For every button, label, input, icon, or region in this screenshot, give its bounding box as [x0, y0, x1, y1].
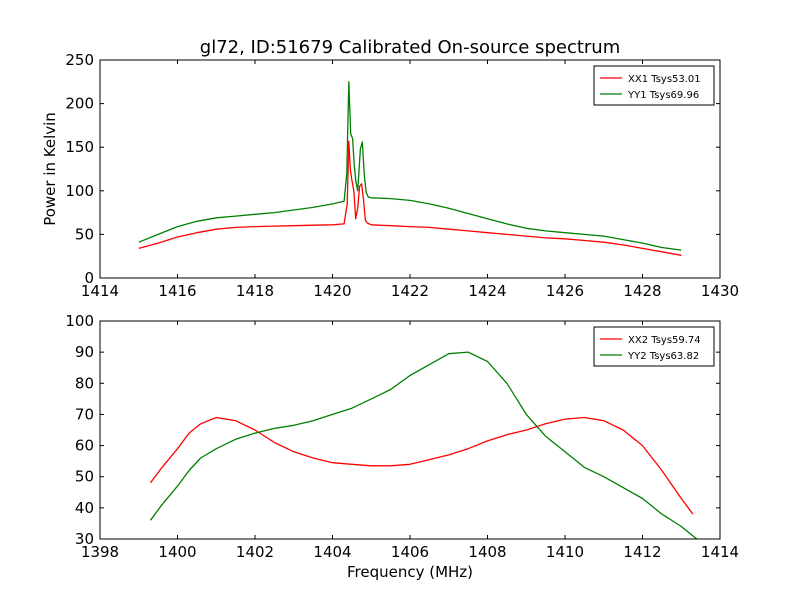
series-line-1-xx [138, 140, 682, 256]
x-tick-label: 1398 [81, 543, 119, 561]
y-tick-label: 70 [75, 405, 94, 423]
series-line-2-yy [149, 351, 698, 539]
x-tick-label: 1424 [468, 282, 506, 300]
y-tick-label: 0 [84, 269, 94, 287]
y-tick-label: 50 [75, 225, 94, 243]
legend-entry: XX1 Tsys53.01 [628, 74, 701, 85]
x-tick-label: 1420 [313, 282, 351, 300]
y-tick-label: 250 [65, 51, 94, 69]
x-tick-label: 1414 [701, 543, 739, 561]
x-tick-label: 1412 [623, 543, 661, 561]
x-tick-label: 1416 [158, 282, 196, 300]
y-tick-label: 60 [75, 437, 94, 455]
y-tick-label: 150 [65, 138, 94, 156]
x-tick-label: 1408 [468, 543, 506, 561]
y-tick-label: 100 [65, 312, 94, 330]
y-tick-label: 100 [65, 182, 94, 200]
y-tick-label: 90 [75, 343, 94, 361]
x-tick-label: 1404 [313, 543, 351, 561]
y-tick-label: 30 [75, 530, 94, 548]
y-tick-label: 80 [75, 374, 94, 392]
x-tick-label: 1414 [81, 282, 119, 300]
y-tick-label: 200 [65, 95, 94, 113]
x-tick-label: 1406 [391, 543, 429, 561]
x-tick-label: 1410 [546, 543, 584, 561]
x-axis-label: Frequency (MHz) [347, 563, 473, 581]
legend: XX2 Tsys59.74 YY2 Tsys63.82 [593, 326, 715, 367]
legend-entry: XX2 Tsys59.74 [628, 335, 701, 346]
series-line-1-yy [138, 81, 682, 251]
legend: XX1 Tsys53.01 YY1 Tsys69.96 [593, 65, 715, 106]
legend-entry: YY1 Tsys69.96 [627, 90, 699, 101]
x-tick-label: 1430 [701, 282, 739, 300]
legend-entry: YY2 Tsys63.82 [627, 351, 699, 362]
figure-title: gl72, ID:51679 Calibrated On-source spec… [200, 37, 620, 58]
legend-box [593, 65, 715, 106]
x-tick-label: 1418 [236, 282, 274, 300]
y-tick-label: 50 [75, 468, 94, 486]
x-tick-label: 1400 [158, 543, 196, 561]
legend-box [593, 326, 715, 367]
y-axis-label: Power in Kelvin [41, 112, 59, 226]
plot-panel-1: 1414 1416 1418 1420 1422 1424 1426 1428 1430 0 50 1… [41, 51, 739, 300]
x-tick-label: 1426 [546, 282, 584, 300]
x-tick-label: 1402 [236, 543, 274, 561]
series-line-2-xx [149, 416, 694, 515]
plot-panel-2: 1398 1400 1402 1404 1406 1408 1410 1412 1414 30 40… [65, 312, 739, 581]
y-tick-label: 40 [75, 499, 94, 517]
x-tick-label: 1422 [391, 282, 429, 300]
x-tick-label: 1428 [623, 282, 661, 300]
